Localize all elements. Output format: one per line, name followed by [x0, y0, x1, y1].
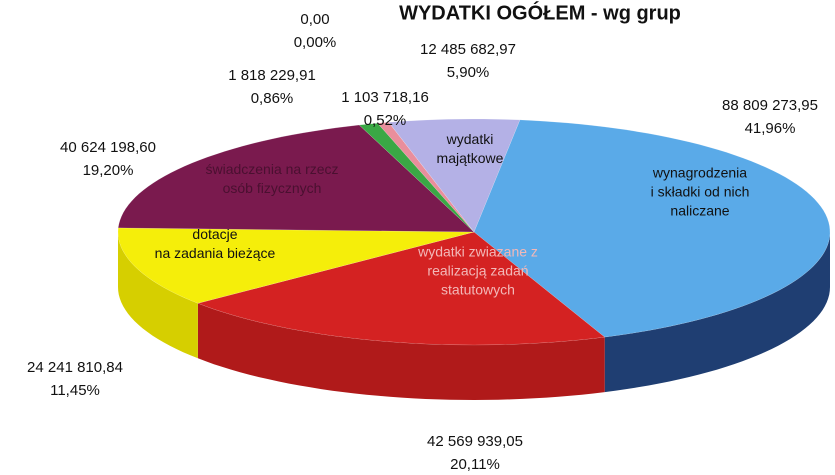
percent-label: 11,45% [50, 382, 100, 399]
percent-label: 0,86% [251, 90, 294, 107]
slice-label: wydatki zwiazane z [417, 244, 538, 260]
slice-label: na zadania bieżące [155, 245, 276, 261]
slice-side [604, 232, 830, 393]
slice [473, 119, 831, 338]
slice [117, 227, 475, 304]
value-label: 24 241 810,84 [27, 359, 123, 376]
slice-side [118, 232, 198, 359]
value-label: 0,00 [300, 11, 329, 28]
chart-title: WYDATKI OGÓŁEM - wg grup [399, 0, 681, 24]
value-label: 88 809 273,95 [722, 97, 818, 114]
percent-label: 41,96% [745, 120, 796, 137]
percent-label: 0,52% [364, 112, 407, 129]
slice [197, 231, 606, 346]
value-label: 12 485 682,97 [420, 41, 516, 58]
percent-label: 0,00% [294, 34, 337, 51]
value-label: 42 569 939,05 [427, 433, 523, 450]
slice-label: statutowych [441, 282, 515, 298]
slice-side [197, 303, 605, 400]
slice [117, 124, 475, 233]
percent-label: 5,90% [447, 64, 490, 81]
slice [388, 118, 521, 233]
slice-label: majątkowe [437, 150, 504, 166]
slice-label: naliczane [670, 203, 729, 219]
slice-label: wydatki [446, 131, 494, 147]
slice-label: i składki od nich [651, 184, 750, 200]
value-label: 1 103 718,16 [341, 89, 429, 106]
percent-label: 20,11% [450, 456, 500, 473]
slice-label: dotacje [192, 226, 237, 242]
slice-label: osób fizycznych [223, 180, 322, 196]
slice-label: wynagrodzenia [652, 165, 747, 181]
percent-label: 19,20% [83, 162, 134, 179]
value-label: 1 818 229,91 [228, 67, 316, 84]
slice-label: świadczenia na rzecz [205, 161, 338, 177]
value-label: 40 624 198,60 [60, 139, 156, 156]
slice-label: realizacją zadań [427, 263, 528, 279]
